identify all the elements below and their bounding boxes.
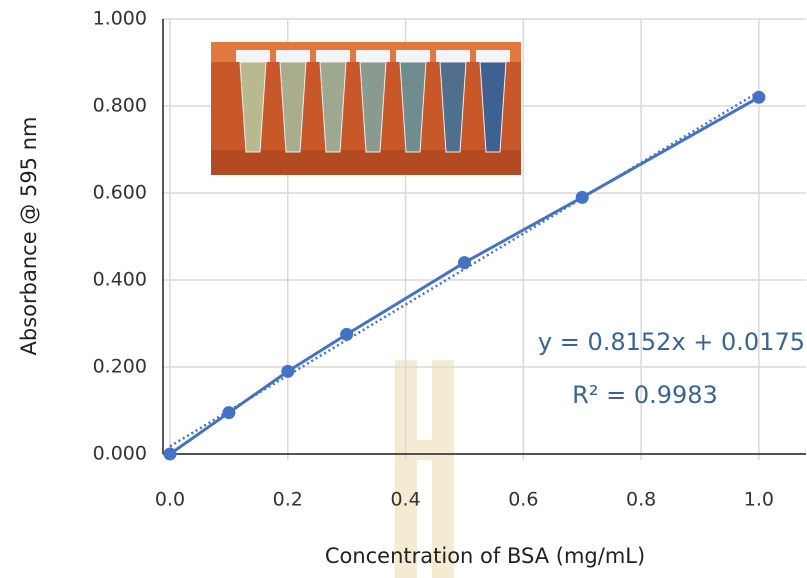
data-point [575,190,589,204]
y-tick-label: 0.200 [93,356,147,378]
photo-inset [211,42,521,175]
watermark [395,360,454,578]
data-point [340,327,354,341]
y-tick-label: 1.000 [93,8,147,30]
y-axis-title: Absorbance @ 595 nm [17,117,41,356]
data-point [163,447,177,461]
y-tick-label: 0.600 [93,182,147,204]
x-axis-title: Concentration of BSA (mg/mL) [325,544,645,568]
x-tick-label: 1.0 [744,489,774,511]
y-tick-label: 0.400 [93,269,147,291]
data-point [281,364,295,378]
data-point [752,90,766,104]
y-tick-label: 0.000 [93,443,147,465]
y-tick-label: 0.800 [93,95,147,117]
x-tick-label: 0.0 [155,489,185,511]
data-point [457,256,471,270]
x-tick-label: 0.6 [508,489,538,511]
x-tick-label: 0.8 [626,489,656,511]
trend-equation: y = 0.8152x + 0.0175 [538,328,805,356]
data-point [222,406,236,420]
r-squared: R² = 0.9983 [572,381,718,409]
x-tick-label: 0.2 [273,489,303,511]
x-tick-label: 0.4 [390,489,420,511]
